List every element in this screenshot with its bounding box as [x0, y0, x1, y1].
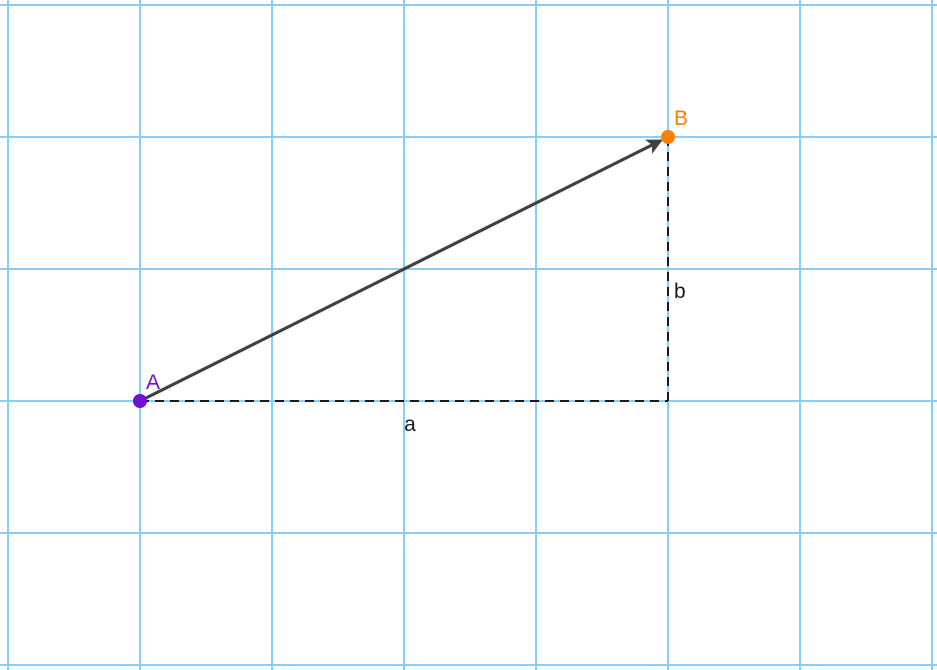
point-b-label: B — [674, 107, 688, 130]
point-b[interactable] — [661, 130, 675, 144]
vertical-component-label: b — [674, 280, 686, 303]
point-a-label: A — [146, 371, 160, 394]
point-a[interactable] — [133, 394, 147, 408]
horizontal-component-label: a — [404, 413, 416, 436]
vector-arrow-ab — [138, 139, 663, 403]
